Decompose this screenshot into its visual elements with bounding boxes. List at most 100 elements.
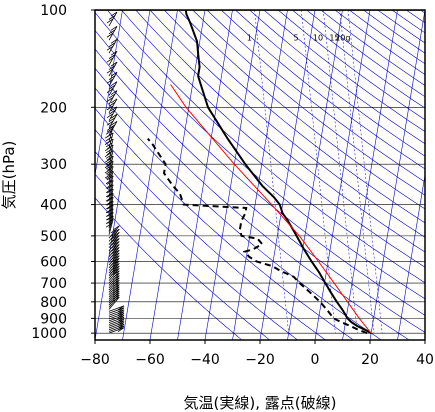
y-tick-label: 900 [40,311,67,327]
wind-barb-feather [105,188,113,194]
wind-barb-staff [108,316,125,324]
wind-barb-feather [108,42,116,48]
wind-barb-staff [108,180,114,196]
wind-barb-feather [110,50,118,56]
wind-barb-staff [108,286,120,300]
wind-barb-feather [110,238,117,243]
y-tick-label: 100 [40,3,67,19]
wind-barb-feather [104,173,112,179]
wind-barb-feather [105,164,113,170]
wind-barb-feather [117,327,125,333]
isotherm-line [369,10,425,340]
wind-barb-feather [113,265,120,271]
wind-barb-staff [108,323,125,331]
wind-barb-staff [108,292,120,306]
wind-barb-feather [110,71,118,77]
wind-barb-staff [108,318,125,325]
wind-barb-feather [110,263,117,269]
wind-barb-feather [105,208,113,214]
isotherm-line [314,10,371,340]
wind-barb-staff [108,294,120,308]
wind-barb-staff [108,219,114,235]
wind-barb-staff [108,290,120,304]
wind-barb-feather [108,75,116,81]
x-tick-label: 40 [416,352,434,368]
wind-barb-feather [110,244,117,249]
wind-barb-feather [108,54,116,59]
wind-barb-staff [108,284,120,298]
wind-barb-feather [106,184,114,190]
wind-barb-staff [108,282,120,295]
wind-barb-feather [106,45,114,51]
dry-adiabat-line [135,10,425,253]
wind-barb-feather [106,113,114,119]
wind-barb-staff [108,311,125,318]
wind-barb-feather [113,238,120,243]
wind-barb-staff [108,320,125,327]
wind-barb-feather [105,154,113,159]
wind-barb-feather [106,165,114,171]
wind-barb-feather [106,97,114,102]
wind-barb-feather [105,222,113,228]
wind-barb-feather [106,18,114,24]
dry-adiabat-line [149,10,425,238]
wind-barb-feather [104,168,112,174]
wind-barb-feather [108,65,116,70]
wind-barb-feather [110,255,117,261]
wind-barb-feather [105,159,113,165]
wind-barb-feather [106,188,114,194]
wind-barb-feather [110,235,117,240]
wind-barb-staff [108,188,114,205]
wind-barb-feather [110,81,118,87]
wind-barb-staff [108,184,114,201]
x-tick-label: 20 [361,352,379,368]
wind-barb-staff [108,296,120,310]
dry-adiabat-line [249,10,425,145]
axes: −80 −60 −40 −20 0 20 40 100 200 300 400 500 600 700 80… [31,3,434,368]
wind-barb-feather [113,257,120,263]
wind-barb-feather [106,32,114,38]
wind-barb-feather [106,160,114,166]
wind-barb-feather [110,90,118,95]
wind-barb-feather [113,270,120,276]
wind-barb-feather [113,282,120,287]
wind-barb-staff [108,322,125,329]
mixing-ratio-label: 20g [335,33,350,42]
y-tick-label: 400 [40,198,67,214]
wind-barb-staff [108,325,125,332]
wind-barb-feather [106,155,114,161]
wind-barb-feather [108,15,116,20]
dewpoint-line [147,137,368,335]
wind-barb-feather [110,250,117,255]
wind-barb-feather [106,144,114,150]
wind-barb-feather [106,192,114,198]
y-axis-title: 気圧(hPa) [0,141,18,210]
wind-barb-feather [108,29,116,35]
wind-barb-feather [113,249,120,255]
isotherm-line [177,10,233,340]
wind-barb-feather [104,163,112,169]
wind-barb-feather [110,11,118,17]
wind-barb-staff [108,314,125,322]
wind-barb-feather [113,235,120,240]
wind-barb-feather [106,196,114,202]
wind-barb-feather [113,246,120,252]
dry-adiabat-line [95,67,410,340]
wind-barb-feather [110,228,117,234]
x-tick-label: −80 [80,352,110,368]
wind-barb-feather [106,57,114,63]
wind-barb-staff [108,288,120,302]
wind-barb-feather [105,129,113,135]
y-tick-label: 700 [40,276,67,292]
y-tick-label: 600 [40,254,67,270]
wind-barb-feather [104,152,112,157]
wind-barb-feather [113,228,120,234]
x-tick-label: −60 [135,352,165,368]
wind-barb-feather [113,294,120,300]
wind-barb-feather [105,179,113,185]
dry-adiabat-line [206,10,425,183]
x-tick-label: 0 [311,352,320,368]
dry-adiabat-line [95,173,270,340]
wind-barb-feather [110,61,118,67]
wind-barb-feather [106,138,114,144]
